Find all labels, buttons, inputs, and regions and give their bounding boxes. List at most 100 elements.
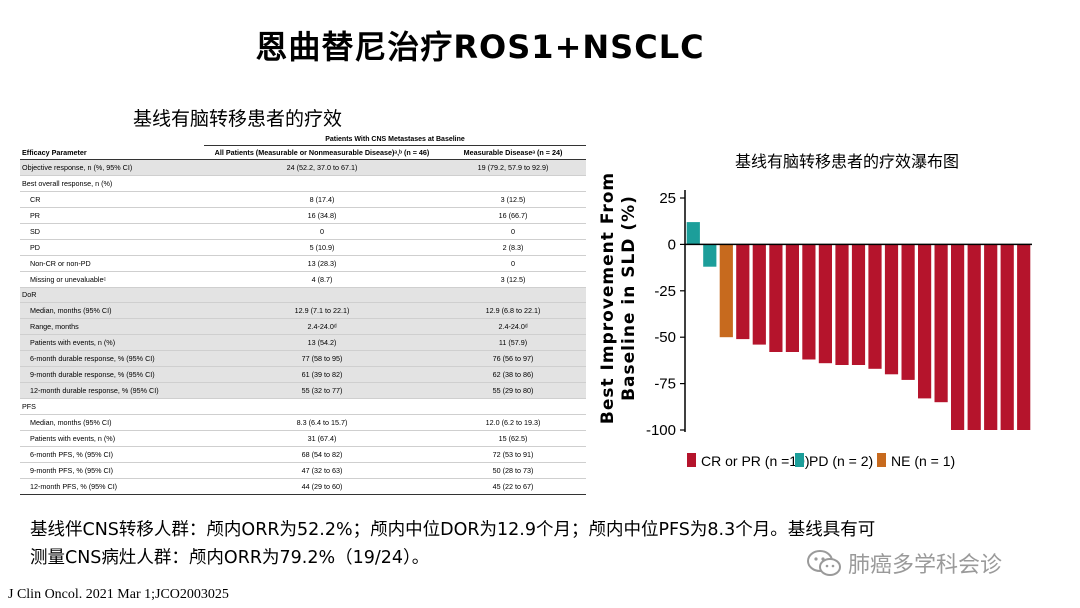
efficacy-table: Patients With CNS Metastases at Baseline… <box>20 136 586 495</box>
bar <box>868 244 882 369</box>
cell-param: 9-month PFS, % (95% CI) <box>20 462 204 479</box>
col-header-measurable: Measurable Diseaseᵃ (n = 24) <box>440 146 586 160</box>
bar <box>769 244 783 352</box>
cell-measurable: 62 (38 to 86) <box>440 366 586 384</box>
watermark: 肺癌多学科会诊 <box>806 547 1002 579</box>
cell-all: 8 (17.4) <box>204 191 440 208</box>
cell-all: 13 (54.2) <box>204 334 440 352</box>
cell-param: Non-CR or non-PD <box>20 255 204 272</box>
bar <box>1017 244 1031 430</box>
table-row: 9-month durable response, % (95% CI) 61 (… <box>20 366 586 384</box>
cell-measurable: 45 (22 to 67) <box>440 478 586 495</box>
cell-all: 16 (34.8) <box>204 207 440 224</box>
cell-measurable: 3 (12.5) <box>440 271 586 288</box>
table-row: 6-month durable response, % (95% CI) 77 (… <box>20 350 586 368</box>
bar <box>901 244 915 380</box>
y-tick-label: -100 <box>646 422 676 439</box>
y-tick-label: -25 <box>654 283 676 300</box>
cell-measurable: 55 (29 to 80) <box>440 382 586 400</box>
y-tick-label: -50 <box>654 329 676 346</box>
bar <box>719 244 733 338</box>
legend-label: CR or PR (n =19) <box>701 453 810 469</box>
cell-all: 68 (54 to 82) <box>204 446 440 463</box>
table-row: Patients with events, n (%) 13 (54.2) 11 (… <box>20 334 586 352</box>
table-row: Median, months (95% CI) 8.3 (6.4 to 15.7)… <box>20 414 586 431</box>
bar <box>967 244 981 430</box>
table-row: 6-month PFS, % (95% CI) 68 (54 to 82) 72 (… <box>20 446 586 463</box>
cell-measurable <box>440 398 586 415</box>
legend-swatch <box>795 453 804 467</box>
cell-param: PD <box>20 239 204 256</box>
cell-param: Patients with events, n (%) <box>20 334 204 352</box>
bar <box>802 244 816 360</box>
cell-param: 12-month durable response, % (95% CI) <box>20 382 204 400</box>
bar <box>736 244 750 340</box>
bar <box>984 244 998 430</box>
chart-bars <box>686 222 1031 430</box>
cell-param: Median, months (95% CI) <box>20 414 204 431</box>
bar <box>703 244 717 267</box>
watermark-text: 肺癌多学科会诊 <box>848 553 1003 578</box>
cell-all: 77 (58 to 95) <box>204 350 440 368</box>
bar <box>818 244 832 364</box>
table-caption: 基线有脑转移患者的疗效 <box>133 108 343 130</box>
cell-all: 47 (32 to 63) <box>204 462 440 479</box>
cell-param: Median, months (95% CI) <box>20 302 204 320</box>
chart-caption: 基线有脑转移患者的疗效瀑布图 <box>735 152 960 171</box>
summary-line-1: 基线伴CNS转移人群：颅内ORR为52.2%；颅内中位DOR为12.9个月；颅内… <box>30 520 876 540</box>
table-row: DoR <box>20 287 586 304</box>
legend-swatch <box>687 453 696 467</box>
bar <box>934 244 948 403</box>
cell-param: 9-month durable response, % (95% CI) <box>20 366 204 384</box>
legend-swatch <box>877 453 886 467</box>
cell-measurable: 72 (53 to 91) <box>440 446 586 463</box>
y-axis-title-line1: Best Improvement From <box>598 172 618 424</box>
cell-measurable: 3 (12.5) <box>440 191 586 208</box>
chart-legend: CR or PR (n =19) PD (n = 2) NE (n = 1) <box>687 453 955 469</box>
table-row: Objective response, n (%, 95% CI) 24 (52.… <box>20 159 586 176</box>
y-axis-ticks: 25 0 -25 -50 -75 -100 <box>646 190 685 439</box>
cell-all: 24 (52.2, 37.0 to 67.1) <box>204 159 440 176</box>
y-tick-label: -75 <box>654 376 676 393</box>
waterfall-chart: Best Improvement From Baseline in SLD (%… <box>598 172 1032 469</box>
table-row: PFS <box>20 398 586 415</box>
bar <box>951 244 965 430</box>
cell-all: 55 (32 to 77) <box>204 382 440 400</box>
cell-all: 8.3 (6.4 to 15.7) <box>204 414 440 431</box>
cell-param: 6-month durable response, % (95% CI) <box>20 350 204 368</box>
cell-all: 4 (8.7) <box>204 271 440 288</box>
cell-all: 0 <box>204 223 440 240</box>
bar <box>1000 244 1014 430</box>
cell-param: Range, months <box>20 318 204 336</box>
cell-param: Objective response, n (%, 95% CI) <box>20 159 204 176</box>
cell-param: Missing or unevaluableᶜ <box>20 271 204 288</box>
cell-measurable: 0 <box>440 255 586 272</box>
cell-all <box>204 287 440 304</box>
y-tick-label: 25 <box>659 190 676 207</box>
cell-measurable <box>440 175 586 192</box>
table-row: SD 0 0 <box>20 223 586 240</box>
cell-all: 2.4-24.0ᵈ <box>204 318 440 336</box>
citation: J Clin Oncol. 2021 Mar 1;JCO2003025 <box>8 587 229 602</box>
cell-param: SD <box>20 223 204 240</box>
cell-all: 5 (10.9) <box>204 239 440 256</box>
bar <box>835 244 849 365</box>
cell-all: 61 (39 to 82) <box>204 366 440 384</box>
table-row: PR 16 (34.8) 16 (66.7) <box>20 207 586 224</box>
table-row: PD 5 (10.9) 2 (8.3) <box>20 239 586 256</box>
bar <box>851 244 866 365</box>
cell-measurable: 16 (66.7) <box>440 207 586 224</box>
table-row: Non-CR or non-PD 13 (28.3) 0 <box>20 255 586 272</box>
legend-label: PD (n = 2) <box>809 453 873 469</box>
cell-all <box>204 398 440 415</box>
bar <box>918 244 932 399</box>
cell-param: Patients with events, n (%) <box>20 430 204 447</box>
cell-param: DoR <box>20 287 204 304</box>
y-axis-title-line2: Baseline in SLD (%) <box>619 195 639 401</box>
col-header-all: All Patients (Measurable or Nonmeasurabl… <box>204 146 440 160</box>
cell-all <box>204 175 440 192</box>
cell-measurable: 12.9 (6.8 to 22.1) <box>440 302 586 320</box>
cell-param: 12-month PFS, % (95% CI) <box>20 478 204 495</box>
table-row: 12-month durable response, % (95% CI) 55 … <box>20 382 586 400</box>
col-header-param: Efficacy Parameter <box>20 146 204 160</box>
